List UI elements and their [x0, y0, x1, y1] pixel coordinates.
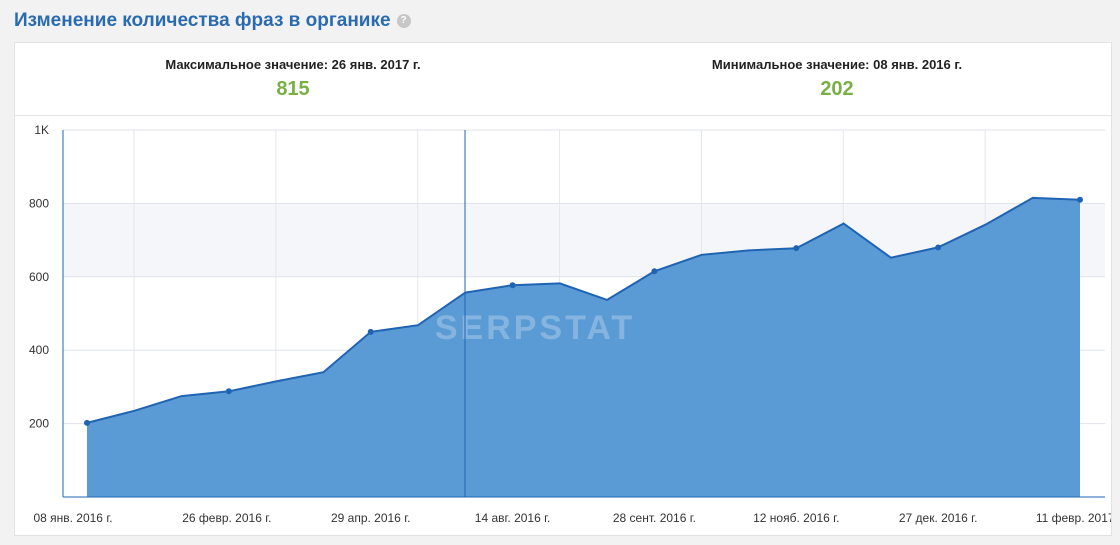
y-tick-label: 800 — [29, 196, 49, 210]
x-tick-label: 29 апр. 2016 г. — [331, 511, 410, 525]
header: Изменение количества фраз в органике ? — [14, 8, 411, 34]
max-stat: Максимальное значение: 26 янв. 2017 г. 8… — [113, 57, 473, 101]
stats-divider — [15, 115, 1111, 116]
max-stat-label: Максимальное значение: 26 янв. 2017 г. — [165, 57, 421, 72]
y-tick-label: 600 — [29, 270, 49, 284]
data-point — [651, 268, 658, 275]
min-stat-label: Минимальное значение: 08 янв. 2016 г. — [711, 57, 963, 72]
chart-card: Максимальное значение: 26 янв. 2017 г. 8… — [14, 42, 1112, 536]
y-tick-label: 400 — [29, 343, 49, 357]
y-tick-label: 1K — [34, 123, 49, 137]
x-tick-label: 14 авг. 2016 г. — [475, 511, 551, 525]
max-stat-value: 815 — [276, 78, 310, 100]
series-area — [87, 197, 1080, 497]
data-point — [509, 282, 516, 289]
x-tick-label: 28 сент. 2016 г. — [613, 511, 696, 525]
data-point — [225, 388, 232, 395]
min-stat-value: 202 — [820, 78, 854, 100]
data-point — [84, 419, 90, 426]
x-tick-label: 27 дек. 2016 г. — [899, 511, 978, 525]
question-icon[interactable]: ? — [396, 14, 411, 28]
y-tick-label: 200 — [29, 417, 49, 431]
watermark: SERPSTAT — [435, 309, 635, 347]
data-point — [935, 244, 942, 251]
data-point — [367, 328, 374, 335]
series-line — [86, 196, 1081, 424]
page-title: Изменение количества фраз в органике — [14, 10, 391, 31]
x-tick-label: 08 янв. 2016 г. — [33, 511, 112, 525]
x-tick-label: 11 февр. 2017 г. — [1036, 511, 1112, 525]
data-point — [1077, 196, 1083, 203]
area-chart[interactable]: 200 400 600 800 1K 08 янв. 2016 г. 26 февр. 20… — [15, 43, 1112, 536]
x-tick-label: 12 нояб. 2016 г. — [753, 511, 839, 525]
data-point — [793, 245, 800, 252]
x-tick-label: 26 февр. 2016 г. — [182, 511, 271, 525]
min-stat: Минимальное значение: 08 янв. 2016 г. 20… — [657, 57, 1017, 101]
